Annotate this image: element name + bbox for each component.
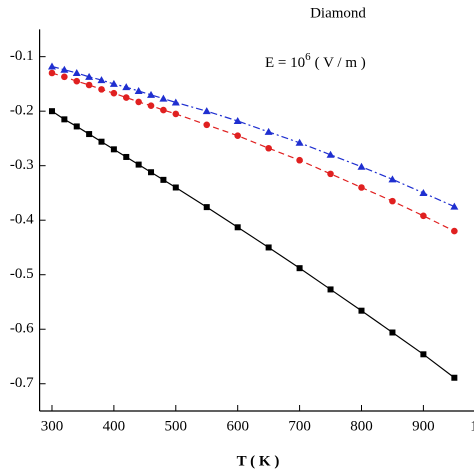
point [85, 72, 94, 80]
point [110, 89, 118, 97]
point [122, 83, 131, 91]
field-exponent: 6 [305, 51, 311, 63]
point [233, 116, 242, 124]
point [61, 116, 68, 123]
point [171, 98, 180, 106]
point [203, 204, 210, 211]
point [358, 184, 365, 191]
point [327, 286, 334, 293]
point [419, 188, 428, 196]
x-tick-label: 600 [226, 418, 249, 434]
point [147, 90, 156, 98]
point [98, 138, 105, 145]
point [122, 94, 130, 101]
point [358, 307, 365, 314]
x-tick-label: 400 [103, 418, 126, 434]
point [85, 81, 93, 89]
point [451, 227, 458, 235]
point [357, 162, 366, 170]
point [295, 138, 304, 146]
point [86, 131, 93, 138]
point [135, 161, 142, 168]
point [135, 98, 142, 106]
x-axis-label: T ( K ) [237, 453, 280, 469]
point [60, 65, 69, 73]
point [234, 224, 241, 231]
x-tick-label: 300 [41, 418, 64, 434]
point [73, 123, 80, 130]
point [172, 184, 179, 191]
y-tick-label: -0.1 [10, 48, 34, 64]
point [98, 86, 105, 93]
point [265, 244, 272, 251]
point [389, 329, 396, 336]
point [265, 144, 272, 152]
point [48, 69, 56, 77]
material-label: Diamond [310, 5, 366, 21]
x-tick-label: 700 [288, 418, 311, 434]
point [327, 170, 334, 178]
point [160, 176, 167, 183]
point [123, 153, 130, 160]
point [160, 106, 167, 114]
point [97, 76, 106, 84]
point [202, 107, 211, 115]
point [203, 121, 211, 129]
y-tick-label: -0.3 [10, 157, 34, 173]
point [388, 175, 397, 183]
point [326, 150, 335, 158]
y-tick-label: -0.4 [10, 212, 34, 228]
point [48, 108, 55, 115]
fit-line [51, 65, 455, 208]
x-tick-label: 800 [350, 418, 373, 434]
point [61, 73, 68, 81]
point [147, 102, 155, 110]
x-tick-label: 1000 [470, 418, 474, 434]
point [73, 77, 81, 85]
point [148, 169, 155, 176]
point [450, 202, 459, 210]
point [234, 132, 241, 140]
point [110, 146, 117, 153]
point [172, 110, 180, 118]
x-tick-label: 900 [412, 418, 435, 434]
y-tick-label: -0.7 [10, 375, 34, 391]
point [420, 351, 427, 358]
y-tick-label: -0.6 [10, 321, 34, 337]
point [47, 62, 56, 70]
point [389, 197, 396, 205]
point [451, 374, 458, 381]
point [296, 156, 303, 164]
point [420, 212, 427, 220]
point [264, 127, 273, 135]
point [72, 69, 81, 77]
point [159, 94, 168, 102]
field-base: E = 10 [265, 55, 305, 71]
point [296, 265, 303, 272]
x-tick-label: 500 [165, 418, 188, 434]
y-tick-label: -0.5 [10, 266, 34, 282]
y-tick-label: -0.2 [10, 103, 34, 119]
point [134, 87, 143, 95]
field-unit: ( V / m ) [315, 55, 366, 71]
point [109, 79, 118, 87]
field-label: E = 106 ( V / m ) [265, 51, 366, 72]
